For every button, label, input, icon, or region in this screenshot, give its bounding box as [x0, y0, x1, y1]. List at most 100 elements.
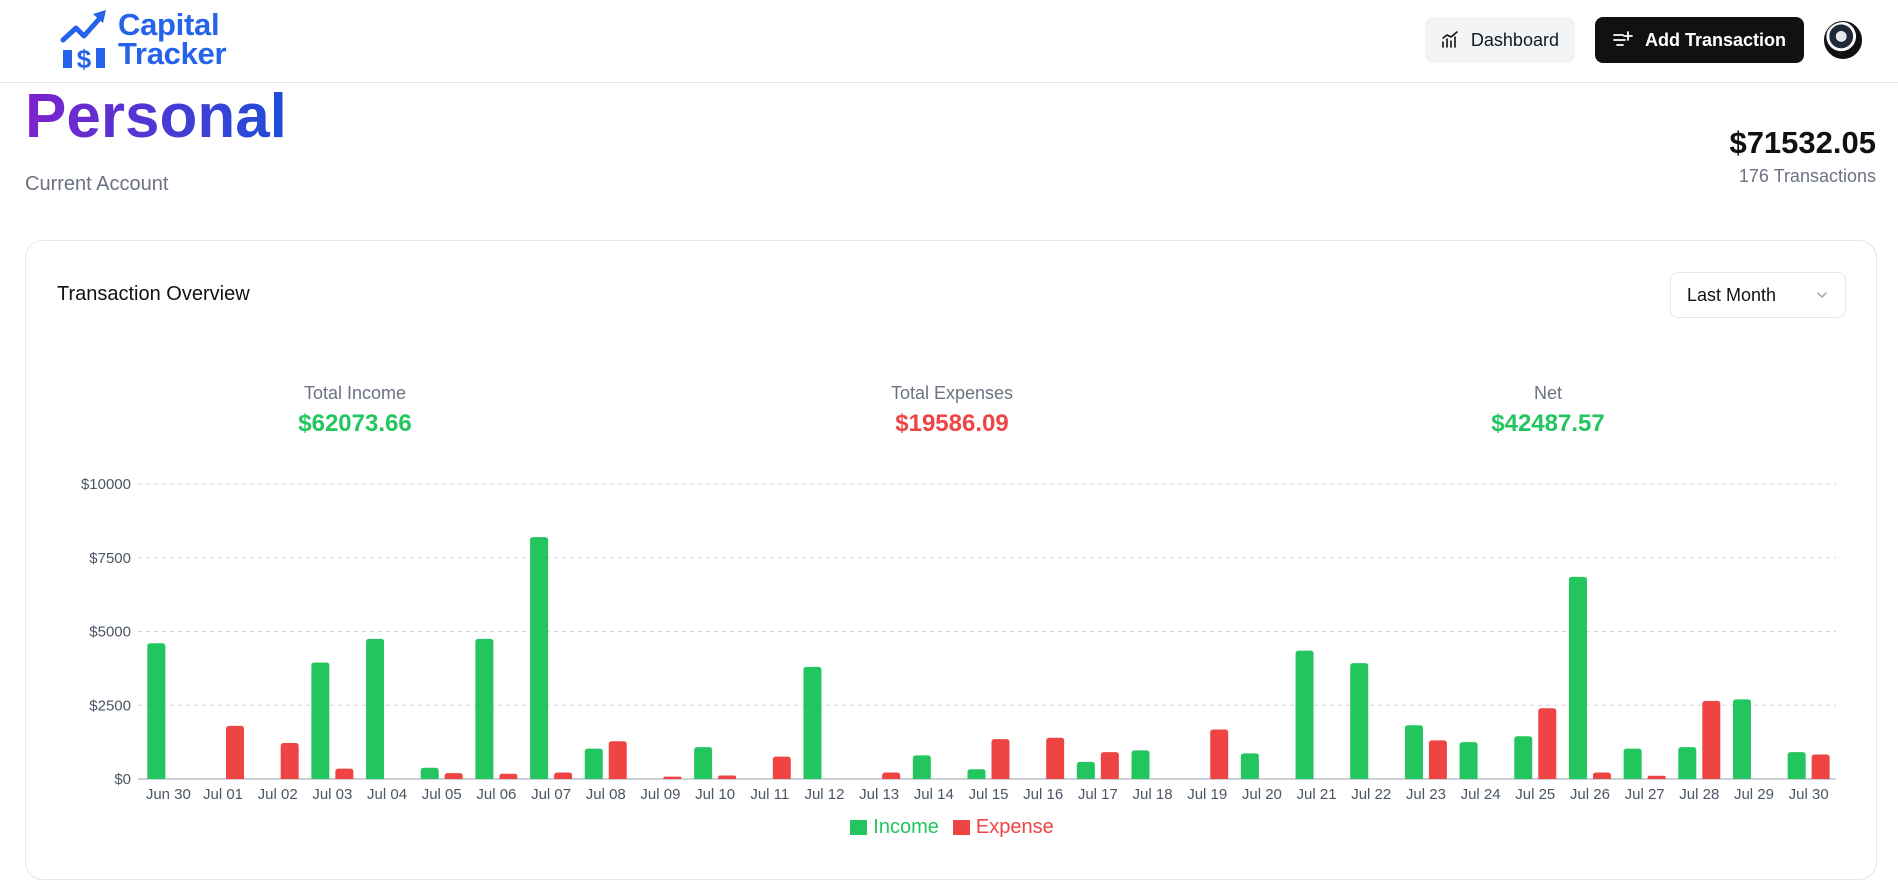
top-navbar: $ Capital Tracker Dashboard Add Transact… — [0, 0, 1898, 83]
x-tick-label: Jul 02 — [258, 786, 298, 803]
chart-line-icon — [1442, 31, 1458, 48]
total-expenses-stat: Total Expenses $19586.09 — [802, 383, 1102, 438]
x-tick-label: Jul 03 — [312, 786, 352, 803]
expense-bar — [280, 743, 299, 779]
expense-bar — [663, 776, 682, 779]
legend-swatch-income — [850, 820, 868, 835]
expense-bar — [1811, 754, 1830, 779]
legend-label-expense: Expense — [975, 816, 1054, 838]
x-tick-label: Jul 05 — [422, 786, 462, 803]
x-tick-label: Jul 21 — [1297, 786, 1337, 803]
x-tick-label: Jul 28 — [1679, 786, 1719, 803]
x-tick-label: Jul 29 — [1734, 786, 1774, 803]
x-tick-label: Jul 15 — [968, 786, 1008, 803]
legend-item-expense[interactable]: Expense — [952, 816, 1054, 839]
dashboard-button[interactable]: Dashboard — [1424, 17, 1575, 63]
x-tick-label: Jul 16 — [1023, 786, 1063, 803]
brand-line-2: Tracker — [118, 36, 227, 71]
total-expenses-value: $19586.09 — [895, 410, 1009, 437]
add-transaction-button[interactable]: Add Transaction — [1594, 17, 1804, 63]
x-tick-label: Jul 13 — [859, 786, 899, 803]
legend-item-income[interactable]: Income — [850, 816, 939, 839]
income-bar — [1678, 747, 1697, 779]
total-income-value: $62073.66 — [298, 410, 412, 437]
brand-name: Capital Tracker — [118, 7, 227, 71]
x-tick-label: Jul 04 — [367, 786, 407, 803]
chart-legend: Income Expense — [26, 816, 1878, 839]
income-bar — [475, 638, 494, 779]
income-bar — [147, 643, 166, 779]
account-type: Current Account — [25, 173, 169, 195]
income-bar — [1623, 748, 1642, 779]
income-bar — [1568, 576, 1587, 779]
y-tick-label: $2500 — [89, 697, 131, 714]
x-tick-label: Jul 23 — [1406, 786, 1446, 803]
expense-bar — [1538, 708, 1557, 779]
total-expenses-label: Total Expenses — [890, 383, 1014, 403]
income-bar — [584, 748, 603, 779]
transaction-overview-card: Transaction Overview Last Month Total In… — [25, 240, 1877, 880]
x-tick-label: Jul 06 — [476, 786, 516, 803]
expense-bar — [444, 773, 463, 779]
net-stat: Net $42487.57 — [1398, 383, 1698, 438]
income-bar — [420, 767, 439, 779]
transaction-count: 176 Transactions — [1738, 166, 1876, 186]
card-title: Transaction Overview — [57, 283, 250, 305]
avatar[interactable] — [1824, 21, 1862, 59]
expense-bar — [608, 741, 627, 779]
expense-bar — [1702, 700, 1721, 779]
x-tick-label: Jul 08 — [586, 786, 626, 803]
svg-text:$: $ — [77, 44, 92, 70]
income-bar — [1076, 761, 1095, 779]
date-range-select[interactable]: Last Month — [1670, 272, 1846, 318]
expense-bar — [1592, 772, 1611, 779]
x-tick-label: Jul 25 — [1515, 786, 1555, 803]
legend-label-income: Income — [873, 816, 939, 838]
x-tick-label: Jul 07 — [531, 786, 571, 803]
x-tick-label: Jul 26 — [1570, 786, 1610, 803]
x-tick-label: Jul 30 — [1789, 786, 1829, 803]
x-tick-label: Jul 17 — [1078, 786, 1118, 803]
y-tick-label: $10000 — [81, 476, 131, 493]
logo-chart-icon: $ — [60, 10, 106, 70]
income-bar — [1240, 753, 1259, 779]
income-bar — [1787, 752, 1806, 779]
nav-actions: Dashboard Add Transaction — [1424, 17, 1862, 63]
expense-bar — [718, 775, 737, 779]
x-tick-label: Jul 01 — [203, 786, 243, 803]
brand-logo[interactable]: $ Capital Tracker — [60, 7, 227, 71]
expense-bar — [1428, 740, 1447, 779]
income-bar — [530, 537, 549, 779]
expense-bar — [882, 772, 901, 779]
x-tick-label: Jul 09 — [640, 786, 680, 803]
income-bar — [1459, 742, 1478, 779]
expense-bar — [499, 773, 518, 779]
expense-bar — [1647, 775, 1666, 779]
income-bar — [912, 755, 931, 779]
dashboard-label: Dashboard — [1470, 29, 1559, 50]
expense-bar — [991, 739, 1010, 779]
net-value: $42487.57 — [1491, 410, 1605, 437]
account-name: Personal — [25, 82, 287, 151]
chevron-down-icon — [1817, 292, 1827, 299]
y-tick-label: $5000 — [89, 624, 131, 641]
brand-line-1: Capital — [118, 7, 220, 42]
expense-bar — [226, 725, 245, 779]
list-plus-icon — [1613, 31, 1633, 46]
income-bar — [1404, 725, 1423, 779]
account-balance: $71532.05 — [1729, 125, 1876, 160]
y-tick-label: $0 — [114, 771, 131, 788]
income-bar — [1732, 699, 1751, 779]
income-bar — [311, 662, 330, 779]
x-tick-label: Jul 27 — [1625, 786, 1665, 803]
x-tick-label: Jun 30 — [146, 786, 191, 803]
legend-swatch-expense — [952, 820, 970, 835]
add-transaction-label: Add Transaction — [1644, 29, 1786, 50]
x-tick-label: Jul 18 — [1133, 786, 1173, 803]
x-tick-label: Jul 10 — [695, 786, 735, 803]
total-income-stat: Total Income $62073.66 — [205, 383, 505, 438]
expense-bar — [335, 768, 354, 779]
income-bar — [366, 638, 385, 779]
x-tick-label: Jul 22 — [1351, 786, 1391, 803]
expense-bar — [1046, 737, 1065, 779]
